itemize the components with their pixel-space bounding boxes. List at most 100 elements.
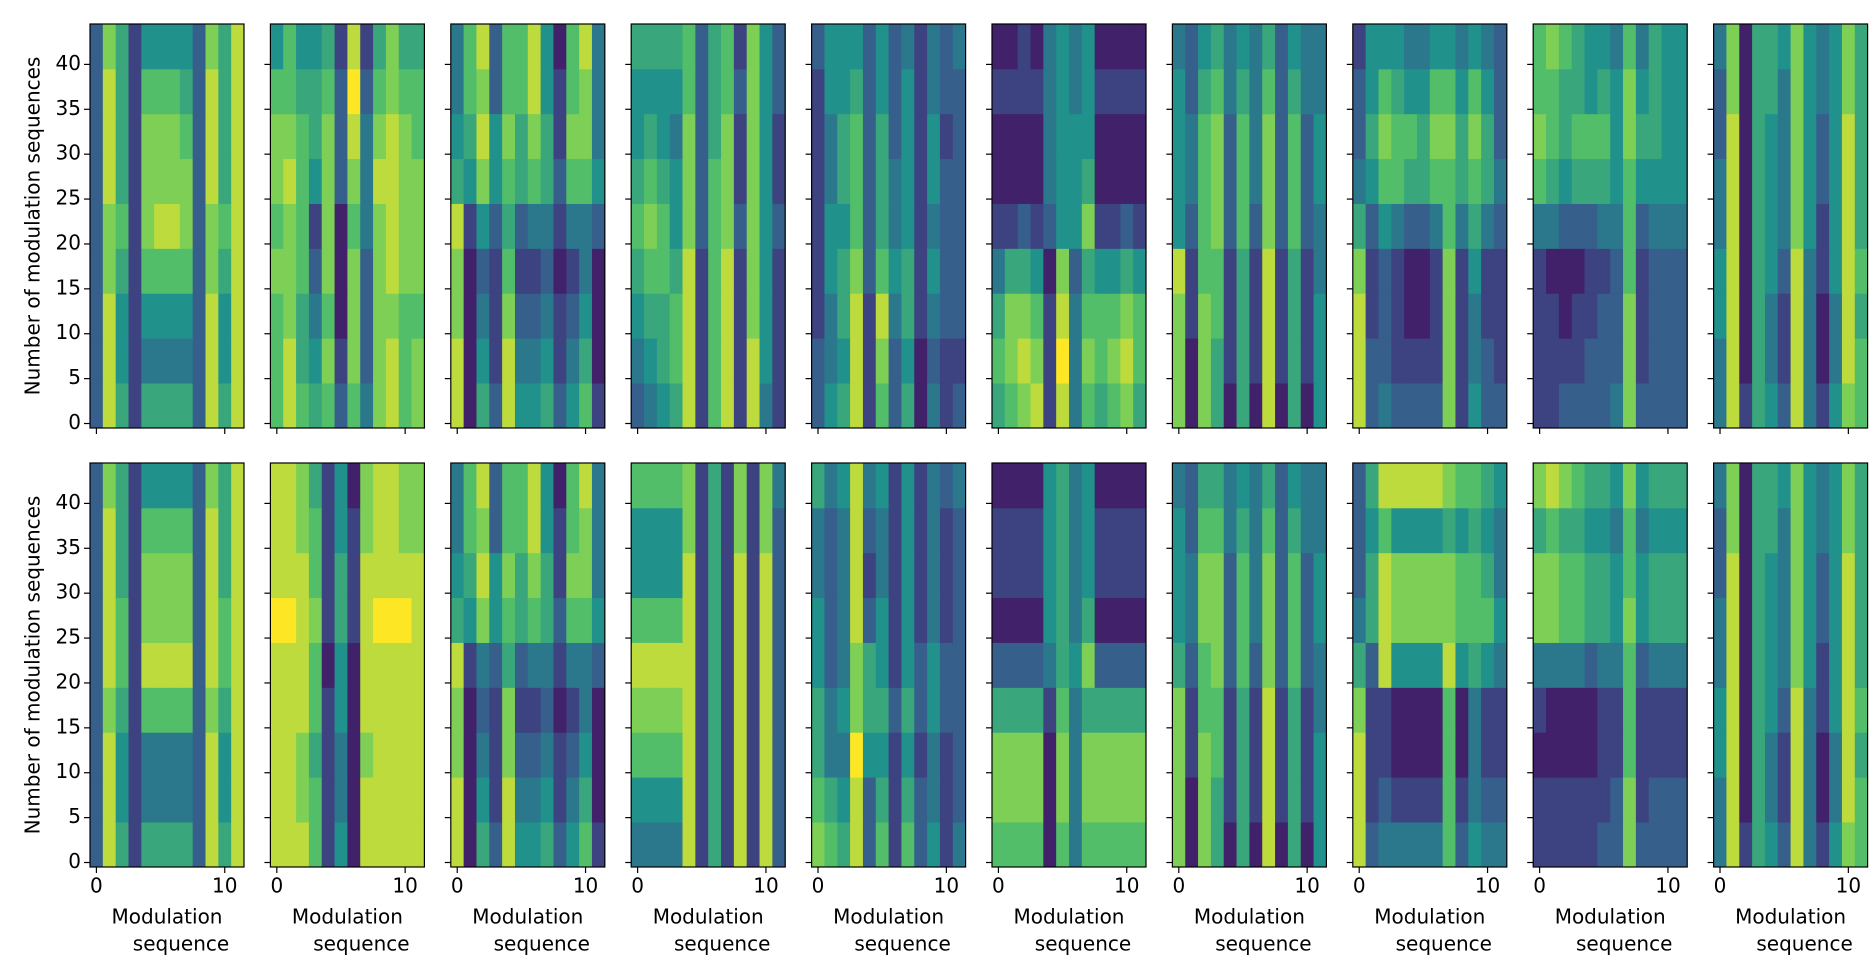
heatmap-cell: [1120, 777, 1134, 823]
heatmap-cell: [205, 552, 219, 599]
heatmap-cell: [862, 732, 877, 778]
heatmap-cell: [1210, 552, 1225, 599]
heatmap-cell: [463, 293, 477, 339]
heatmap-cell: [1829, 463, 1843, 509]
heatmap-cell: [1056, 642, 1070, 688]
heatmap-cell: [1442, 24, 1456, 70]
heatmap-cell: [695, 687, 709, 733]
heatmap-cell: [1623, 777, 1637, 823]
heatmap-cell: [1790, 822, 1804, 868]
heatmap-cell: [373, 113, 387, 160]
heatmap-cell: [411, 113, 425, 160]
heatmap-cell: [1597, 158, 1611, 204]
heatmap-cell: [824, 597, 838, 643]
heatmap-cell: [489, 68, 503, 115]
heatmap-cell: [992, 383, 1006, 429]
heatmap-cell: [1030, 68, 1044, 115]
heatmap-cell: [1210, 597, 1225, 643]
y-tick-label: 35: [56, 96, 81, 120]
heatmap-cell: [1558, 463, 1573, 509]
heatmap-cell: [850, 68, 864, 115]
heatmap-cell: [862, 203, 877, 249]
heatmap-cell: [553, 687, 567, 733]
heatmap-cell: [939, 732, 954, 778]
heatmap-cell: [540, 552, 554, 599]
heatmap-cell: [540, 203, 554, 249]
heatmap-cell: [192, 203, 206, 249]
heatmap-cell: [141, 68, 155, 115]
heatmap-cell: [1713, 248, 1727, 294]
heatmap-cell: [334, 203, 348, 249]
heatmap-cell: [1094, 338, 1108, 384]
heatmap-cell: [772, 597, 786, 643]
heatmap-cell: [733, 158, 748, 204]
heatmap-cell: [347, 113, 361, 160]
heatmap-cell: [334, 24, 348, 70]
heatmap-cell: [1533, 552, 1547, 599]
heatmap-cell: [1661, 24, 1675, 70]
heatmap-cell: [283, 248, 297, 294]
heatmap-cell: [1030, 642, 1044, 688]
heatmap-cell: [1223, 24, 1237, 70]
heatmap-cell: [192, 552, 206, 599]
heatmap-cell: [1249, 463, 1263, 509]
heatmap-cell: [1249, 158, 1263, 204]
heatmap-cell: [231, 248, 245, 294]
heatmap-cell: [1739, 68, 1753, 115]
heatmap-cell: [527, 338, 542, 384]
heatmap-cell: [1739, 203, 1753, 249]
heatmap-cell: [1378, 24, 1392, 70]
heatmap-cell: [682, 822, 696, 868]
heatmap-cell: [1493, 68, 1508, 115]
heatmap-cell: [296, 507, 310, 554]
heatmap-cell: [385, 777, 400, 823]
heatmap-cell: [927, 732, 941, 778]
heatmap-cell: [1236, 463, 1250, 509]
heatmap-cell: [1262, 597, 1276, 643]
axes-frame: [991, 462, 1147, 868]
heatmap-cell: [308, 293, 323, 339]
heatmap-cell: [811, 113, 825, 160]
heatmap-cell: [450, 822, 465, 868]
heatmap-cell: [540, 732, 554, 778]
heatmap-cell: [772, 158, 786, 204]
heatmap-cell: [450, 383, 465, 429]
heatmap-cell: [1764, 293, 1779, 339]
heatmap-cell: [102, 777, 117, 823]
heatmap-cell: [862, 777, 877, 823]
heatmap-cell: [1481, 507, 1495, 554]
heatmap-cell: [1378, 463, 1392, 509]
heatmap-cell: [1726, 24, 1740, 70]
heatmap-cell: [746, 597, 760, 643]
heatmap-cell: [154, 383, 168, 429]
heatmap-cell: [862, 113, 877, 160]
y-tick-label: 15: [56, 275, 81, 299]
heatmap-cell: [1081, 642, 1096, 688]
heatmap-cell: [1223, 248, 1237, 294]
heatmap-cell: [901, 383, 915, 429]
heatmap-cell: [192, 463, 206, 509]
heatmap-cell: [1661, 822, 1675, 868]
heatmap-cell: [837, 68, 851, 115]
heatmap-cell: [1546, 507, 1560, 554]
heatmap-cell: [811, 597, 825, 643]
heatmap-cell: [566, 777, 580, 823]
heatmap-cell: [167, 597, 181, 643]
heatmap-cell: [1249, 507, 1263, 554]
heatmap-cell: [1185, 777, 1199, 823]
heatmap-cell: [373, 158, 387, 204]
heatmap-cell: [1442, 777, 1456, 823]
x-tick-label: 10: [392, 874, 417, 898]
heatmap-cell: [1752, 463, 1766, 509]
heatmap-panel: [444, 23, 606, 434]
heatmap-cell: [1210, 158, 1225, 204]
heatmap-cell: [1777, 68, 1791, 115]
heatmap-cell: [1468, 24, 1482, 70]
heatmap-cell: [1223, 642, 1237, 688]
heatmap-cell: [231, 507, 245, 554]
heatmap-cell: [1094, 113, 1108, 160]
heatmap-cell: [1546, 552, 1560, 599]
heatmap-cell: [283, 822, 297, 868]
heatmap-cell: [1172, 463, 1186, 509]
heatmap-cell: [1185, 822, 1199, 868]
